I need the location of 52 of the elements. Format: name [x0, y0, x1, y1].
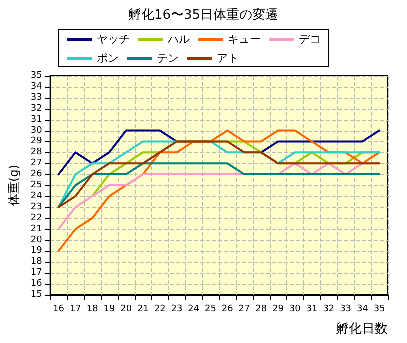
x-tick-label: 18: [86, 304, 99, 314]
x-tick-label: 27: [238, 304, 250, 314]
y-tick-label: 22: [30, 213, 42, 224]
x-tick-label: 30: [289, 304, 302, 314]
y-tick-label: 28: [30, 148, 43, 158]
x-axis-title: 孵化日数: [336, 322, 388, 337]
y-tick-label: 20: [30, 235, 43, 246]
y-tick-label: 17: [30, 268, 42, 278]
legend-label: キュー: [228, 33, 261, 46]
x-tick-label: 20: [120, 304, 132, 314]
y-tick-label: 32: [30, 104, 42, 114]
y-tick-label: 19: [30, 246, 43, 256]
x-tick-label: 29: [272, 304, 284, 314]
x-tick-label: 17: [70, 304, 82, 314]
chart-title: 孵化16〜35日体重の変遷: [128, 7, 279, 23]
y-tick-label: 21: [30, 224, 42, 234]
x-tick-label: 32: [323, 304, 335, 314]
legend-label: ヤッチ: [97, 33, 130, 46]
y-tick-label: 33: [30, 92, 42, 103]
y-tick-label: 31: [30, 114, 42, 125]
x-tick-label: 31: [306, 304, 318, 314]
x-tick-label: 28: [256, 304, 268, 314]
y-tick-label: 30: [30, 126, 43, 136]
y-tick-label: 18: [30, 257, 43, 268]
x-tick-label: 33: [340, 304, 352, 314]
x-tick-label: 23: [171, 304, 183, 314]
x-tick-label: 35: [374, 304, 386, 314]
x-tick-label: 24: [188, 304, 200, 314]
y-tick-label: 23: [30, 202, 42, 212]
y-tick-label: 25: [30, 180, 42, 190]
legend-label: デコ: [299, 33, 321, 46]
y-tick-label: 15: [30, 290, 42, 300]
x-tick-label: 16: [53, 304, 65, 314]
x-tick-label: 21: [137, 304, 149, 314]
legend-label: アト: [217, 52, 239, 65]
x-tick-label: 26: [222, 304, 234, 314]
x-tick-label: 25: [205, 304, 216, 314]
y-tick-label: 34: [30, 82, 43, 92]
y-tick-label: 26: [30, 170, 43, 180]
y-axis-title: 体重(g): [7, 165, 21, 206]
y-tick-label: 29: [30, 136, 43, 147]
y-tick-label: 35: [30, 71, 42, 81]
legend-label: テン: [157, 52, 179, 65]
legend-label: ハル: [167, 33, 190, 46]
y-tick-label: 16: [30, 279, 43, 290]
y-tick-label: 24: [30, 191, 43, 202]
y-tick-label: 27: [30, 158, 42, 169]
legend-label: ポン: [97, 52, 119, 65]
x-tick-label: 19: [104, 304, 116, 314]
line-series: [58, 162, 381, 208]
x-tick-label: 22: [154, 304, 166, 314]
x-tick-label: 34: [356, 304, 369, 314]
